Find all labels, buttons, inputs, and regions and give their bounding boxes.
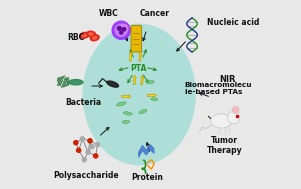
Ellipse shape <box>82 34 86 37</box>
FancyArrowPatch shape <box>177 42 185 51</box>
Text: Protein: Protein <box>131 173 163 182</box>
Ellipse shape <box>89 33 93 35</box>
FancyArrowPatch shape <box>92 85 102 87</box>
FancyBboxPatch shape <box>131 25 141 52</box>
Ellipse shape <box>147 81 154 84</box>
Circle shape <box>80 137 85 141</box>
FancyArrow shape <box>147 94 157 97</box>
FancyArrow shape <box>133 75 136 85</box>
Ellipse shape <box>107 81 119 87</box>
Ellipse shape <box>151 98 158 101</box>
Ellipse shape <box>86 31 95 37</box>
FancyArrowPatch shape <box>130 50 133 57</box>
Text: NIR: NIR <box>220 75 236 84</box>
FancyArrow shape <box>141 75 144 85</box>
Circle shape <box>95 143 100 147</box>
FancyArrowPatch shape <box>119 68 128 71</box>
Circle shape <box>86 150 90 154</box>
FancyArrowPatch shape <box>208 116 219 126</box>
Text: Cancer: Cancer <box>139 9 169 18</box>
Ellipse shape <box>80 33 89 38</box>
Circle shape <box>122 28 126 31</box>
Text: RBC: RBC <box>67 33 85 42</box>
Ellipse shape <box>210 114 232 128</box>
Ellipse shape <box>116 102 126 106</box>
Circle shape <box>112 21 130 39</box>
Text: Tumor
Therapy: Tumor Therapy <box>206 136 242 155</box>
FancyArrowPatch shape <box>147 68 156 71</box>
Text: Polysaccharide: Polysaccharide <box>54 171 119 180</box>
Text: PTA: PTA <box>130 64 146 73</box>
Circle shape <box>74 141 78 145</box>
Ellipse shape <box>122 120 130 123</box>
Circle shape <box>90 144 94 149</box>
FancyArrowPatch shape <box>144 75 148 83</box>
FancyArrowPatch shape <box>128 75 132 83</box>
Circle shape <box>228 111 240 124</box>
Circle shape <box>94 154 98 158</box>
Text: Nucleic acid: Nucleic acid <box>207 18 259 27</box>
FancyArrowPatch shape <box>143 32 146 41</box>
Ellipse shape <box>69 80 83 85</box>
FancyArrowPatch shape <box>146 143 150 151</box>
FancyArrowPatch shape <box>143 50 146 57</box>
FancyArrowPatch shape <box>200 93 208 96</box>
Text: Bacteria: Bacteria <box>65 98 101 107</box>
Text: Biomacromolecu
le-based PTAs: Biomacromolecu le-based PTAs <box>185 82 252 95</box>
Ellipse shape <box>82 24 196 165</box>
Text: WBC: WBC <box>99 9 119 18</box>
Circle shape <box>76 148 81 152</box>
Circle shape <box>120 24 128 33</box>
Circle shape <box>117 26 121 30</box>
Circle shape <box>115 24 127 36</box>
Circle shape <box>82 158 86 162</box>
Ellipse shape <box>90 35 99 41</box>
Circle shape <box>232 107 239 113</box>
Ellipse shape <box>139 109 147 114</box>
FancyArrow shape <box>122 95 131 98</box>
Circle shape <box>120 31 123 34</box>
FancyArrow shape <box>129 52 133 61</box>
FancyArrow shape <box>139 52 142 61</box>
Circle shape <box>88 139 92 143</box>
FancyArrowPatch shape <box>124 32 128 41</box>
FancyArrowPatch shape <box>101 127 109 135</box>
Ellipse shape <box>123 112 132 115</box>
Ellipse shape <box>93 36 97 39</box>
